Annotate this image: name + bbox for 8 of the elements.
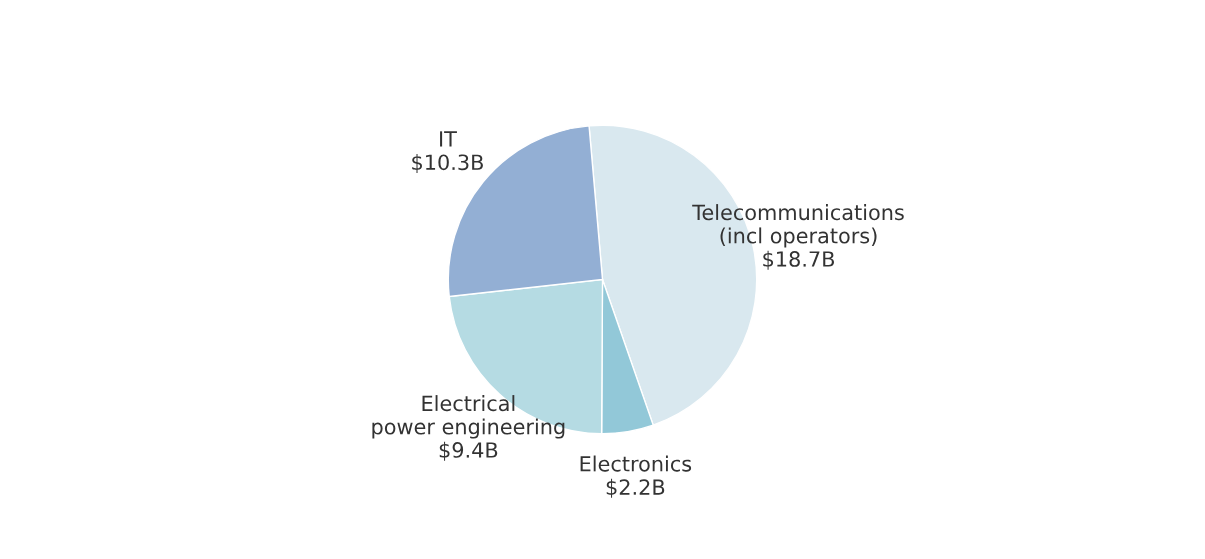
slice-label: Telecommunications (incl operators) <box>692 204 904 248</box>
slice-label: IT <box>440 131 457 147</box>
slice-label: Electrical power engineering <box>372 395 565 439</box>
data-label: $2.2B <box>606 478 665 498</box>
data-label: $10.3B <box>412 154 483 173</box>
data-label: $9.4B <box>439 441 498 461</box>
data-label: $18.7B <box>763 250 835 270</box>
slice-label: Electronics <box>580 455 692 472</box>
